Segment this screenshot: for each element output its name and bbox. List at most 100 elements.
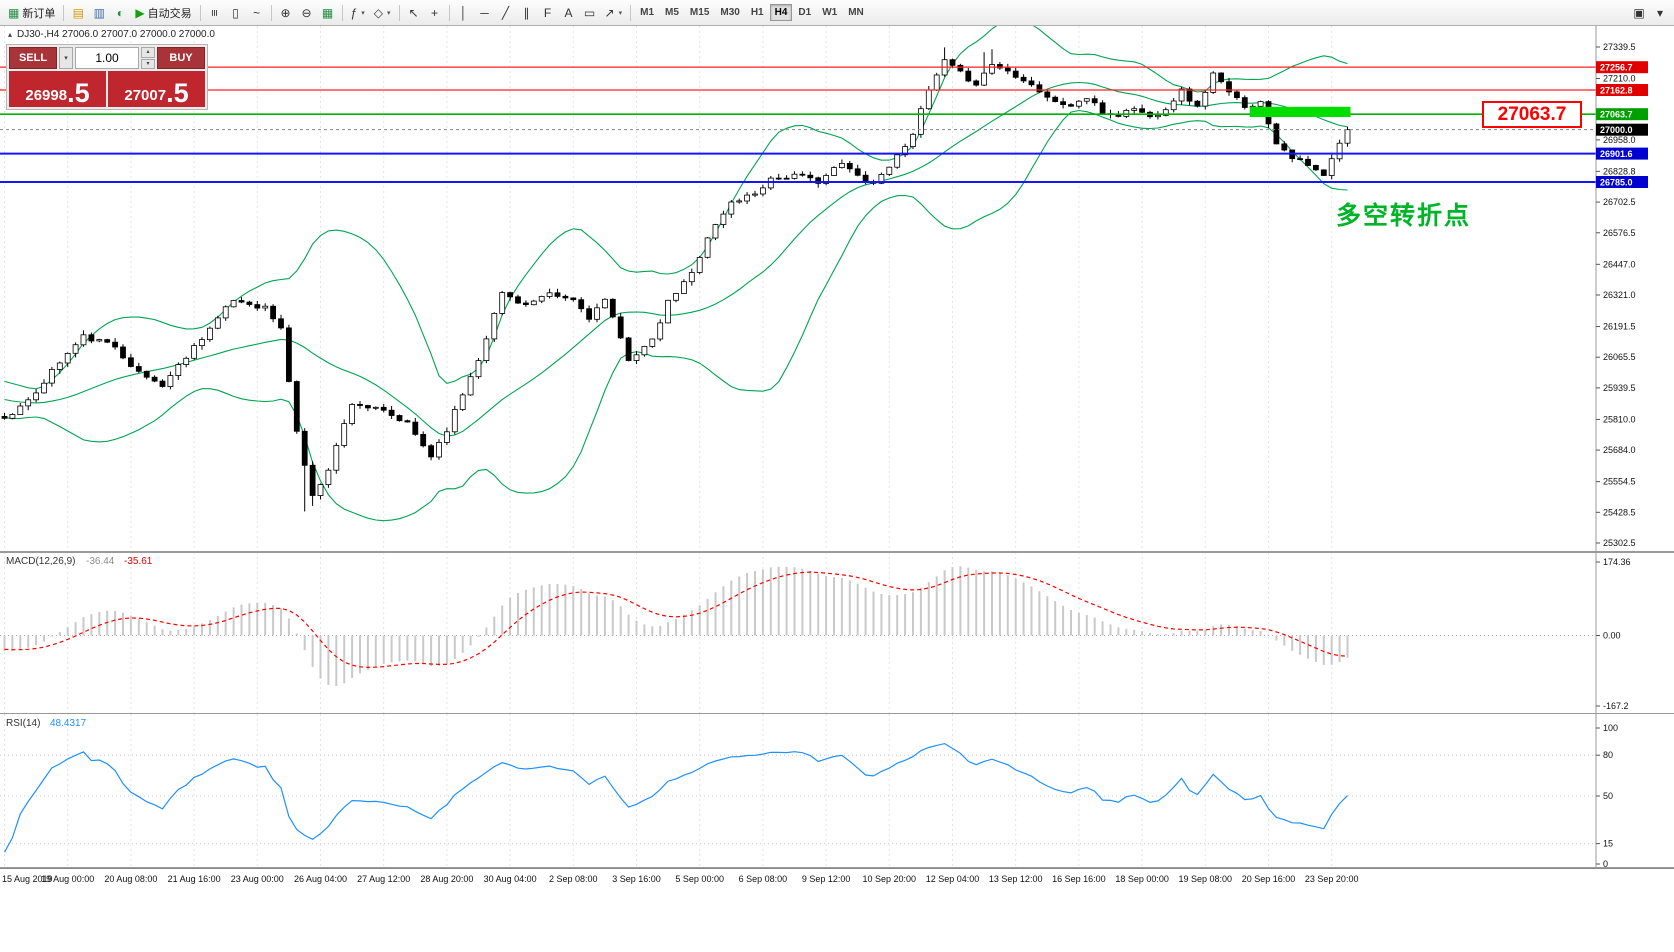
timeframe-mn-button[interactable]: MN xyxy=(843,4,869,21)
auto-trading-button[interactable]: ▶ 自动交易 xyxy=(131,3,195,23)
timeframe-h4-button[interactable]: H4 xyxy=(769,4,793,21)
volume-dropdown-button[interactable]: ▾ xyxy=(59,47,73,69)
svg-text:0.00: 0.00 xyxy=(1603,631,1621,641)
date-label: 13 Sep 12:00 xyxy=(988,874,1043,884)
zoom-in-icon: ⊕ xyxy=(280,5,291,20)
bars-chart-icon: ≡ xyxy=(207,8,222,17)
crosshair-button[interactable]: + xyxy=(425,3,445,23)
chart-windows-button[interactable]: ▣ xyxy=(1629,3,1649,23)
turning-point-annotation[interactable]: 多空转折点 xyxy=(1336,202,1472,230)
svg-text:0: 0 xyxy=(1603,859,1608,868)
market-watch-icon: ▤ xyxy=(72,5,85,20)
zoom-out-button[interactable]: ⊖ xyxy=(297,3,317,23)
one-click-trading-panel: SELL ▾ ▴ ▾ BUY 26998.5 27007.5 xyxy=(6,44,208,110)
volume-up-button[interactable]: ▴ xyxy=(141,47,155,58)
horizontal-line-button[interactable]: ─ xyxy=(475,3,495,23)
line-chart-button[interactable]: ~ xyxy=(247,3,267,23)
auto-trading-button-label: 自动交易 xyxy=(147,7,192,20)
toolbar-separator xyxy=(398,4,400,21)
fibonacci-button[interactable]: F xyxy=(538,3,558,23)
timeframe-m5-button[interactable]: M5 xyxy=(660,4,684,21)
svg-text:174.36: 174.36 xyxy=(1603,557,1631,567)
tile-windows-icon: ▦ xyxy=(321,5,334,20)
highlight-rectangle-object[interactable] xyxy=(1249,106,1351,117)
date-label: 30 Aug 04:00 xyxy=(483,874,537,884)
sell-price-dec: .5 xyxy=(67,78,90,108)
text-button[interactable]: A xyxy=(559,3,579,23)
svg-text:26447.0: 26447.0 xyxy=(1603,259,1636,269)
date-label: 19 Sep 08:00 xyxy=(1178,874,1233,884)
zoom-in-button[interactable]: ⊕ xyxy=(276,3,296,23)
more-tools-icon: ▾ xyxy=(1656,5,1664,20)
date-label: 5 Sep 00:00 xyxy=(675,874,724,884)
svg-text:25554.5: 25554.5 xyxy=(1603,477,1636,487)
vertical-line-button[interactable]: │ xyxy=(454,3,474,23)
svg-text:25302.5: 25302.5 xyxy=(1603,538,1636,548)
trendline-button[interactable]: ╱ xyxy=(496,3,516,23)
arrows-icon: ↗ xyxy=(604,5,615,20)
market-watch-button[interactable]: ▤ xyxy=(68,3,88,23)
macd-main-value: -36.44 xyxy=(86,556,115,567)
date-label: 9 Sep 12:00 xyxy=(801,874,851,884)
text-label-icon: ▭ xyxy=(583,5,596,20)
svg-text:27256.7: 27256.7 xyxy=(1600,63,1633,73)
more-tools-button[interactable]: ▾ xyxy=(1650,3,1670,23)
equidistant-channel-button[interactable]: ∥ xyxy=(517,3,537,23)
date-label: 21 Aug 16:00 xyxy=(167,874,221,884)
tile-windows-button[interactable]: ▦ xyxy=(318,3,338,23)
sell-price-box[interactable]: 26998.5 xyxy=(9,71,106,107)
cursor-button[interactable]: ↖ xyxy=(404,3,424,23)
svg-text:26958.0: 26958.0 xyxy=(1603,135,1636,145)
new-order-button[interactable]: ▦ 新订单 xyxy=(4,3,59,23)
timeframe-m15-button[interactable]: M15 xyxy=(685,4,714,21)
svg-text:26321.0: 26321.0 xyxy=(1603,290,1636,300)
svg-text:26785.0: 26785.0 xyxy=(1600,178,1633,188)
text-icon: A xyxy=(564,5,573,20)
indicators-button[interactable]: ƒ ▾ xyxy=(347,3,369,23)
volume-input[interactable] xyxy=(75,47,139,69)
volume-down-button[interactable]: ▾ xyxy=(141,58,155,69)
timeframe-m1-button[interactable]: M1 xyxy=(635,4,659,21)
data-window-button[interactable]: ▥ xyxy=(89,3,109,23)
indicators-icon: ƒ xyxy=(350,5,358,20)
candlestick-chart-button[interactable]: ▯ xyxy=(226,3,246,23)
svg-text:26702.5: 26702.5 xyxy=(1603,197,1636,207)
price-callout-object[interactable]: 27063.7 xyxy=(1482,101,1582,128)
horizontal-line-objects[interactable] xyxy=(0,66,1596,184)
one-click-collapse-icon[interactable]: ▴ xyxy=(8,30,13,39)
macd-signal-value: -35.61 xyxy=(124,556,153,567)
date-axis: 15 Aug 2019 19 Aug 00:00 20 Aug 08:00 21 Au… xyxy=(0,868,1674,893)
svg-text:25684.0: 25684.0 xyxy=(1603,445,1636,455)
navigator-button[interactable]: ◐ xyxy=(110,3,130,23)
timeframe-m30-button[interactable]: M30 xyxy=(715,4,744,21)
date-label: 27 Aug 12:00 xyxy=(357,874,411,884)
rsi-pane[interactable]: 100 80 50 15 0 RSI(14) 48.4317 xyxy=(0,714,1674,868)
bars-chart-button[interactable]: ≡ xyxy=(205,3,225,23)
sell-button[interactable]: SELL xyxy=(9,47,57,69)
objects-button[interactable]: ◇ ▾ xyxy=(370,3,395,23)
text-label-button[interactable]: ▭ xyxy=(580,3,600,23)
svg-text:100: 100 xyxy=(1603,723,1618,733)
dropdown-arrow-icon: ▾ xyxy=(618,9,623,17)
buy-price-box[interactable]: 27007.5 xyxy=(108,71,205,107)
rsi-label: RSI(14) xyxy=(6,718,40,729)
buy-button[interactable]: BUY xyxy=(157,47,205,69)
timeframe-d1-button[interactable]: D1 xyxy=(793,4,816,21)
toolbar-separator xyxy=(63,4,65,21)
timeframe-w1-button[interactable]: W1 xyxy=(817,4,842,21)
svg-text:25810.0: 25810.0 xyxy=(1603,414,1636,424)
svg-text:27339.5: 27339.5 xyxy=(1603,42,1636,52)
svg-text:26576.5: 26576.5 xyxy=(1603,228,1636,238)
date-label: 18 Sep 00:00 xyxy=(1115,874,1169,884)
timeframe-h1-button[interactable]: H1 xyxy=(746,4,769,21)
arrows-button[interactable]: ↗ ▾ xyxy=(601,3,627,23)
crosshair-icon: + xyxy=(431,5,439,20)
horizontal-line-icon: ─ xyxy=(480,5,489,20)
auto-trading-icon: ▶ xyxy=(135,5,145,20)
candlestick-chart-icon: ▯ xyxy=(232,5,239,20)
buy-price-int: 27007 xyxy=(124,87,167,104)
line-chart-icon: ~ xyxy=(253,5,261,20)
macd-pane[interactable]: 174.36 0.00 -167.2 MACD(12,26,9) -36.44 -3… xyxy=(0,552,1674,714)
navigator-icon: ◐ xyxy=(116,5,124,20)
price-chart-pane[interactable]: 27339.5 27210.0 26958.0 26828.8 26702.5 26576… xyxy=(0,26,1674,552)
